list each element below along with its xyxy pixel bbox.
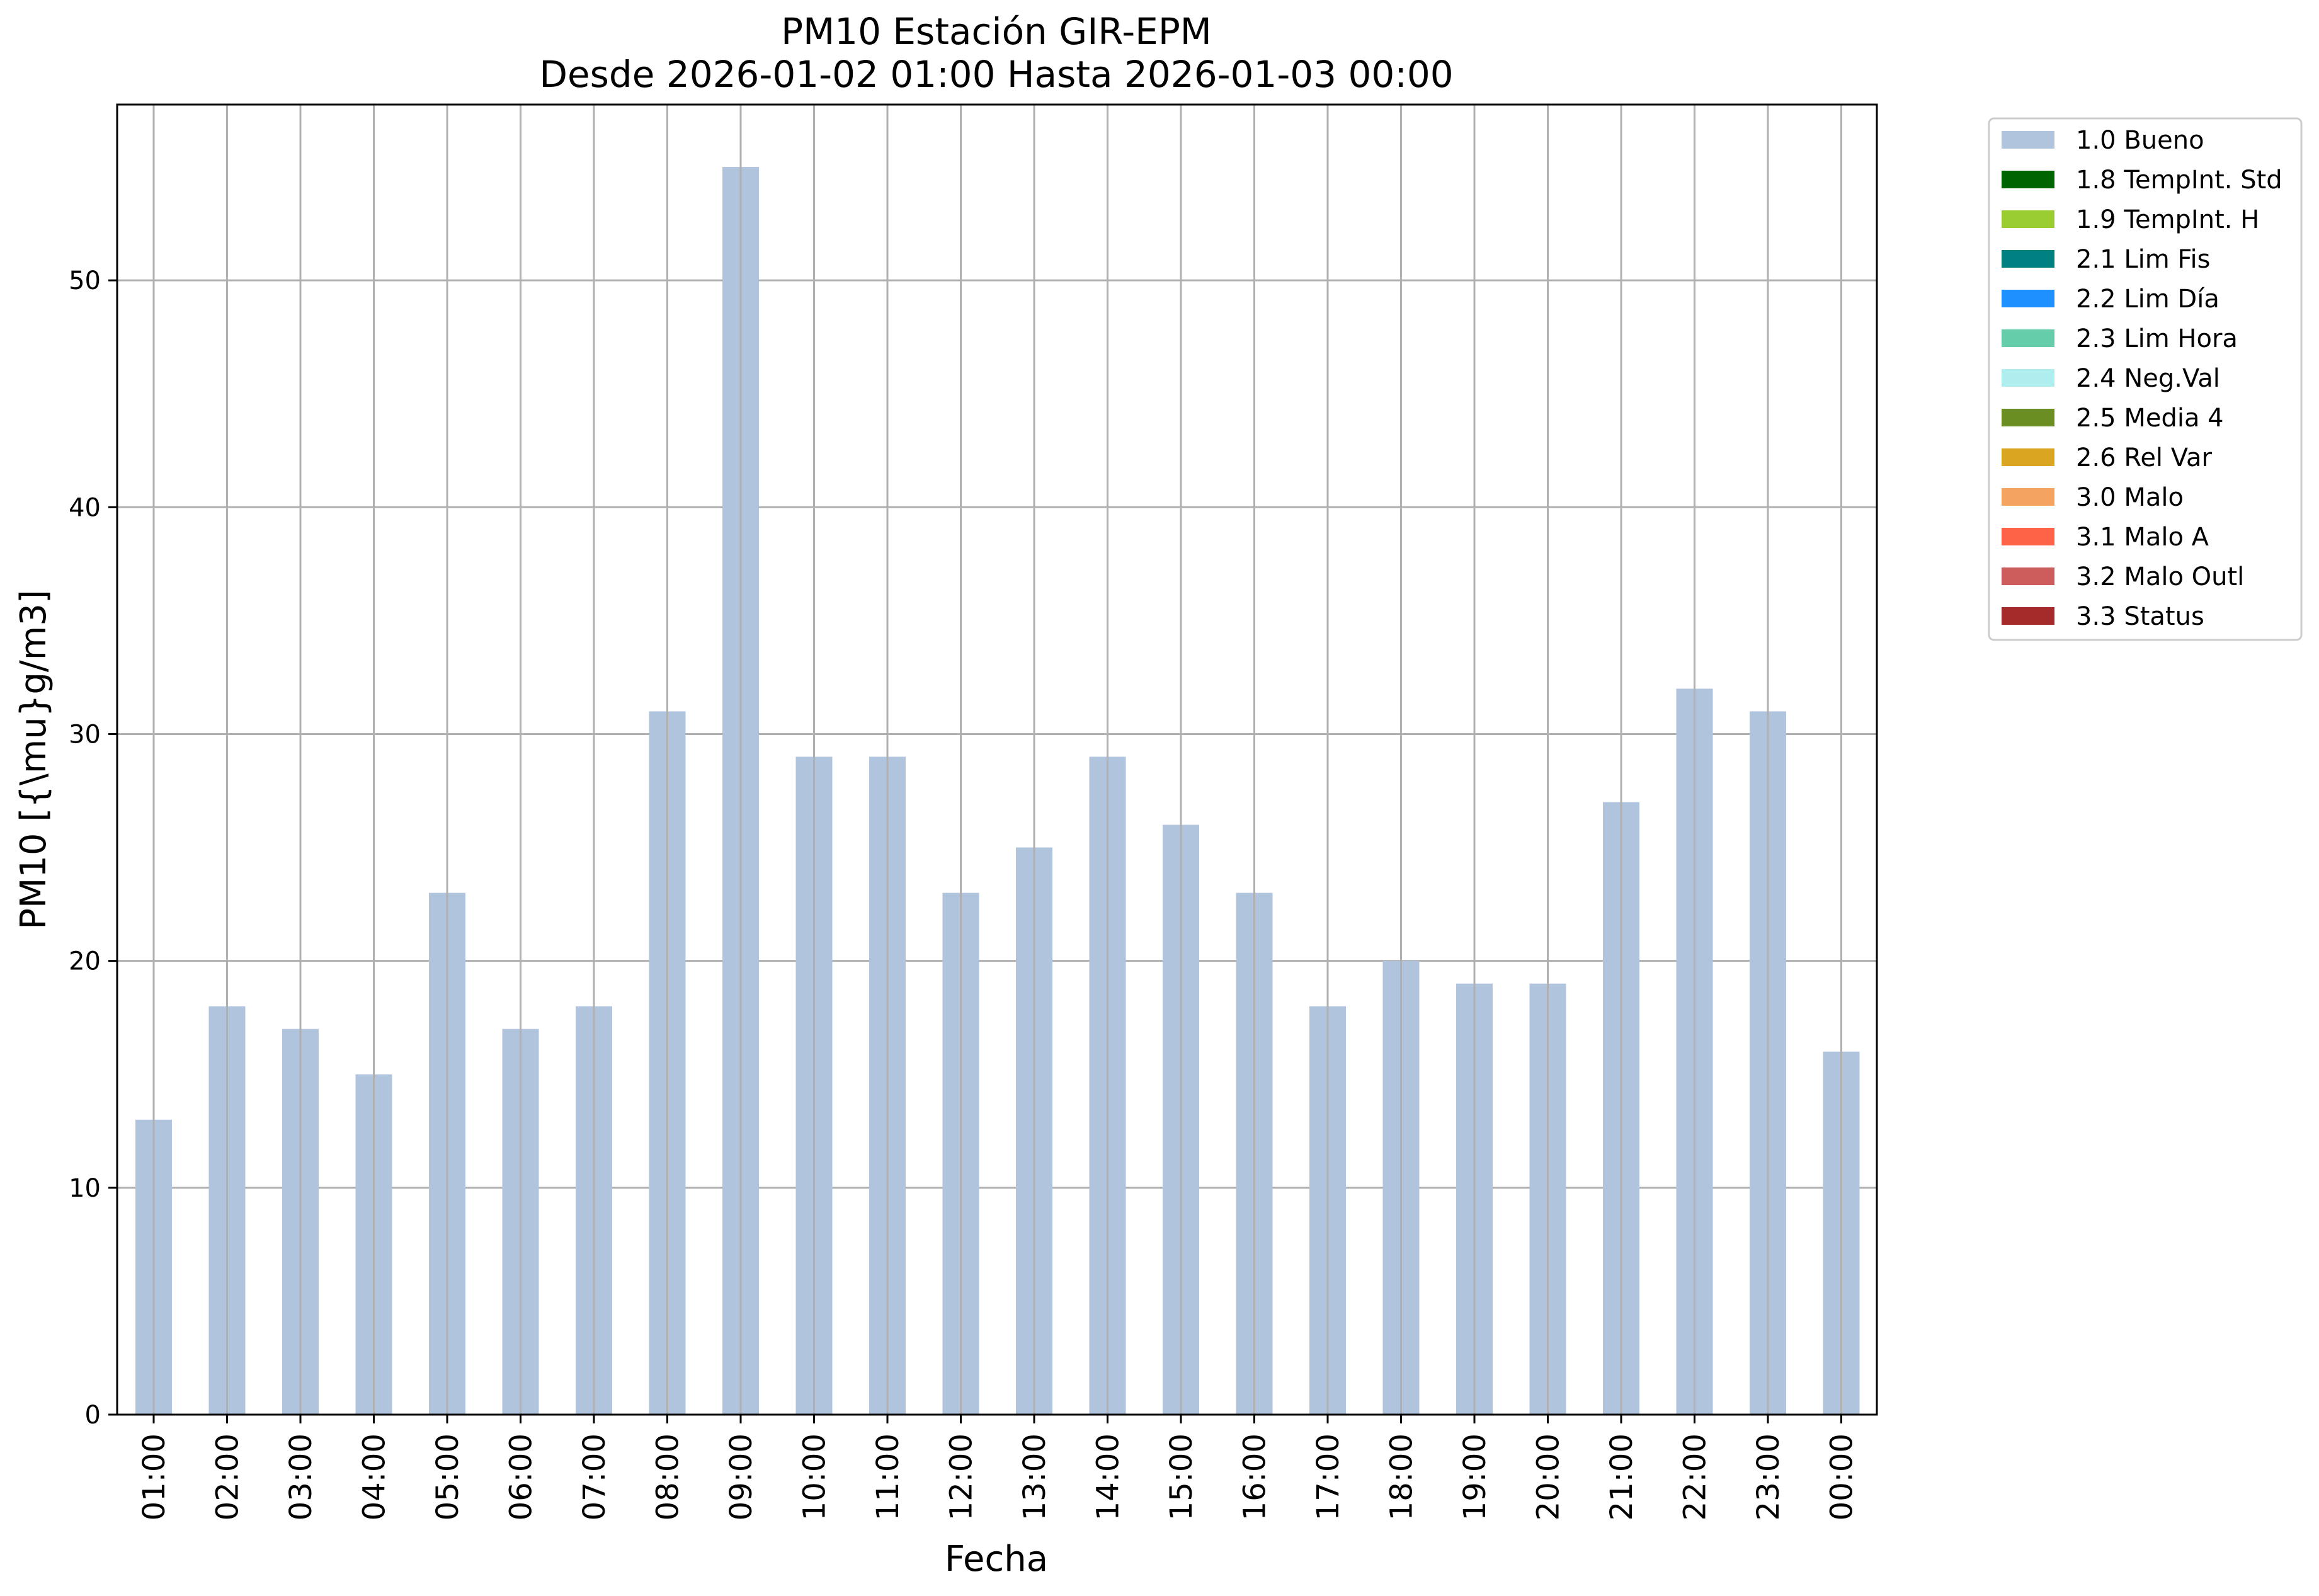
x-tick-label: 02:00 [210, 1434, 246, 1520]
legend-label: 3.3 Status [2076, 602, 2204, 631]
y-tick-label: 20 [69, 947, 101, 976]
y-tick-label: 50 [69, 266, 101, 295]
legend-label: 3.1 Malo A [2076, 523, 2209, 552]
x-tick-label: 15:00 [1164, 1434, 1199, 1520]
x-tick-label: 16:00 [1238, 1434, 1273, 1520]
legend-swatch [2002, 171, 2054, 188]
x-tick-label: 20:00 [1531, 1434, 1566, 1520]
legend-swatch [2002, 528, 2054, 545]
plot-frame [116, 103, 1878, 1416]
legend-label: 3.0 Malo [2076, 483, 2184, 512]
vertical-grid-lines [152, 105, 1842, 1415]
x-tick-label: 12:00 [944, 1434, 979, 1520]
x-tick-label: 19:00 [1457, 1434, 1493, 1520]
x-tick-label: 23:00 [1751, 1434, 1786, 1520]
y-tick-label: 0 [85, 1401, 101, 1430]
legend-swatch [2002, 210, 2054, 228]
legend-swatch [2002, 369, 2054, 387]
x-tick-label: 04:00 [357, 1434, 392, 1520]
x-tick-label: 22:00 [1678, 1434, 1713, 1520]
y-tick-label: 40 [69, 493, 101, 522]
x-tick-label: 01:00 [137, 1434, 172, 1520]
x-axis-label: Fecha [945, 1539, 1048, 1580]
x-tick-label: 07:00 [577, 1434, 612, 1520]
x-tick-label: 10:00 [797, 1434, 833, 1520]
legend-label: 2.5 Media 4 [2076, 404, 2224, 433]
legend-label: 3.2 Malo Outl [2076, 562, 2244, 591]
legend-label: 2.2 Lim Día [2076, 285, 2219, 314]
legend-label: 2.3 Lim Hora [2076, 324, 2238, 353]
x-axis-ticks: 01:00 02:00 03:00 04:00 05:00 06:00 07:00 08:00… [137, 1415, 1860, 1520]
x-tick-label: 03:00 [283, 1434, 319, 1520]
legend: 1.0 Bueno 1.8 TempInt. Std 1.9 TempInt. H 2… [1988, 117, 2303, 641]
x-tick-label: 21:00 [1604, 1434, 1639, 1520]
y-tick-label: 10 [69, 1174, 101, 1203]
legend-swatch [2002, 607, 2054, 625]
y-axis-ticks: 0 10 20 30 40 50 [69, 266, 117, 1430]
legend-swatch [2002, 290, 2054, 307]
x-tick-label: 11:00 [870, 1434, 906, 1520]
legend-label: 1.9 TempInt. H [2076, 205, 2259, 234]
legend-label: 2.1 Lim Fis [2076, 245, 2210, 274]
chart-title: PM10 Estación GIR-EPM [781, 10, 1212, 53]
legend-label: 2.6 Rel Var [2076, 443, 2213, 472]
legend-label: 1.0 Bueno [2076, 126, 2204, 155]
legend-swatch [2002, 488, 2054, 506]
y-tick-label: 30 [69, 720, 101, 749]
x-tick-label: 08:00 [651, 1434, 686, 1520]
x-tick-label: 18:00 [1384, 1434, 1420, 1520]
legend-swatch [2002, 448, 2054, 466]
x-tick-label: 14:00 [1091, 1434, 1126, 1520]
legend-swatch [2002, 131, 2054, 149]
legend-swatch [2002, 329, 2054, 347]
legend-label: 1.8 TempInt. Std [2076, 166, 2282, 195]
legend-swatch [2002, 567, 2054, 585]
x-tick-label: 00:00 [1825, 1434, 1860, 1520]
x-tick-label: 05:00 [430, 1434, 465, 1520]
y-axis-label: PM10 [{\mu}g/m3] [13, 590, 54, 930]
x-tick-label: 17:00 [1311, 1434, 1346, 1520]
legend-swatch [2002, 250, 2054, 268]
x-tick-label: 09:00 [724, 1434, 759, 1520]
chart-subtitle: Desde 2026-01-02 01:00 Hasta 2026-01-03 … [539, 53, 1453, 96]
legend-box [1988, 117, 2303, 641]
x-tick-label: 06:00 [504, 1434, 539, 1520]
x-tick-label: 13:00 [1017, 1434, 1052, 1520]
legend-label: 2.4 Neg.Val [2076, 364, 2220, 393]
legend-swatch [2002, 409, 2054, 426]
legend-entries: 1.0 Bueno 1.8 TempInt. Std 1.9 TempInt. H 2… [2002, 126, 2282, 631]
